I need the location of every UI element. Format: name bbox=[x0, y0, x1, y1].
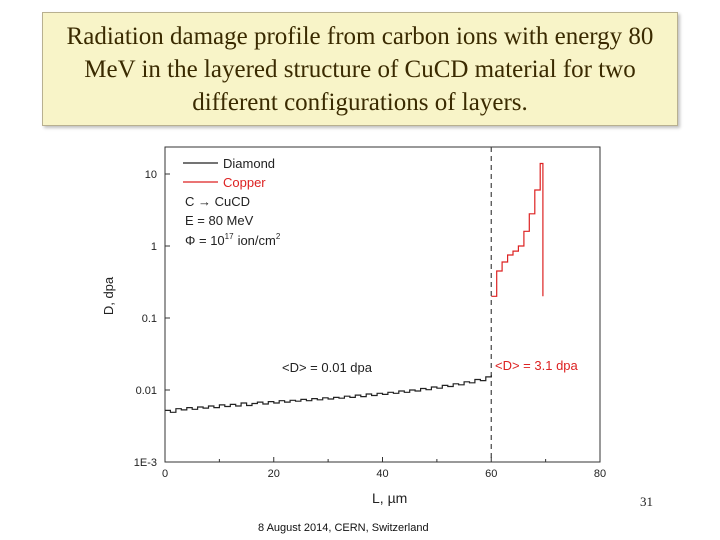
page-number: 31 bbox=[640, 494, 653, 509]
slide-title: Radiation damage profile from carbon ion… bbox=[66, 22, 654, 116]
energy-annotation: E = 80 MeV bbox=[185, 213, 254, 228]
series-diamond-line bbox=[165, 375, 492, 413]
y-tick-label: 0.1 bbox=[142, 313, 157, 325]
y-tick-label: 1E-3 bbox=[134, 457, 157, 469]
y-tick-label: 10 bbox=[145, 169, 157, 181]
y-tick-label: 1 bbox=[151, 241, 157, 253]
fluence-exponent: 17 bbox=[225, 232, 234, 241]
copper-mean-annotation: <D> = 3.1 dpa bbox=[495, 358, 579, 373]
fluence-prefix: Φ = 10 bbox=[185, 233, 225, 248]
x-axis-label: L, µm bbox=[372, 490, 407, 506]
legend: Diamond Copper bbox=[183, 156, 275, 190]
y-axis-ticks: 1E-3 0.01 0.1 1 10 bbox=[134, 169, 170, 469]
x-tick-label: 60 bbox=[485, 468, 497, 480]
diamond-mean-annotation: <D> = 0.01 dpa bbox=[282, 360, 373, 375]
series-copper-line bbox=[491, 162, 544, 297]
x-tick-label: 80 bbox=[594, 468, 606, 480]
fluence-unit-exponent: 2 bbox=[276, 232, 281, 241]
x-axis-ticks: 0 20 40 60 80 bbox=[162, 457, 606, 480]
legend-diamond-label: Diamond bbox=[223, 156, 275, 171]
y-tick-label: 0.01 bbox=[136, 385, 157, 397]
y-axis-label: D, dpa bbox=[101, 276, 116, 315]
series-group bbox=[165, 162, 544, 413]
x-tick-label: 0 bbox=[162, 468, 168, 480]
fluence-annotation: Φ = 1017 ion/cm2 bbox=[185, 232, 281, 248]
footer: 8 August 2014, CERN, Switzerland bbox=[258, 522, 429, 534]
x-tick-label: 20 bbox=[268, 468, 280, 480]
title-box: Radiation damage profile from carbon ion… bbox=[42, 12, 678, 126]
reaction-annotation: C → CuCD bbox=[185, 194, 250, 209]
legend-copper-label: Copper bbox=[223, 175, 266, 190]
x-tick-label: 40 bbox=[376, 468, 388, 480]
fluence-unit: ion/cm bbox=[238, 233, 276, 248]
